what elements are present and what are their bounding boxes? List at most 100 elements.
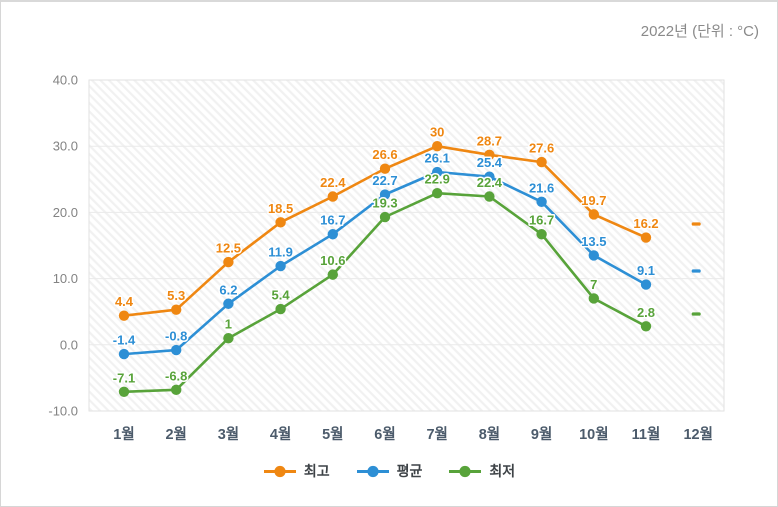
x-axis-label: 2월 bbox=[165, 426, 186, 443]
data-point-최고-9월[interactable] bbox=[536, 156, 547, 168]
data-label: -1.4 bbox=[113, 333, 136, 348]
data-point-평균-4월[interactable] bbox=[275, 260, 286, 272]
data-point-평균-3월[interactable] bbox=[223, 298, 234, 309]
data-label: 7 bbox=[590, 277, 597, 292]
data-point-최저-11월[interactable] bbox=[640, 321, 652, 332]
data-label: 28.7 bbox=[477, 133, 502, 148]
x-axis-label: 10월 bbox=[579, 426, 608, 443]
legend-marker-icon bbox=[356, 465, 389, 477]
data-point-최고-6월[interactable] bbox=[379, 163, 391, 174]
y-axis-label: 40.0 bbox=[53, 73, 78, 88]
chart-legend: 최고 평균 최저 bbox=[1, 461, 777, 481]
data-label: 21.6 bbox=[529, 180, 554, 195]
x-axis-label: 12월 bbox=[683, 426, 712, 443]
data-point-최저-9월[interactable] bbox=[536, 229, 547, 240]
data-label: 22.9 bbox=[425, 172, 450, 187]
plot-area bbox=[89, 80, 724, 411]
missing-value-dash bbox=[691, 312, 701, 316]
x-axis-label: 9월 bbox=[531, 426, 552, 443]
data-point-평균-8월[interactable] bbox=[484, 171, 495, 182]
x-axis-label: 1월 bbox=[113, 426, 134, 443]
x-axis-label: 7월 bbox=[426, 426, 447, 443]
missing-value-dash bbox=[691, 222, 701, 226]
y-axis-label: 20.0 bbox=[53, 205, 78, 220]
legend-label: 최저 bbox=[489, 463, 516, 479]
data-label: 6.2 bbox=[219, 282, 237, 297]
data-label: 4.4 bbox=[115, 294, 134, 309]
y-axis-label: 30.0 bbox=[53, 139, 78, 154]
x-axis-label: 11월 bbox=[632, 426, 661, 443]
x-axis-label: 5월 bbox=[322, 426, 343, 443]
data-point-최고-3월[interactable] bbox=[223, 256, 234, 268]
data-label: 25.4 bbox=[477, 155, 503, 170]
data-point-최고-2월[interactable] bbox=[171, 304, 182, 315]
legend-marker-icon bbox=[263, 465, 296, 477]
x-axis-label: 8월 bbox=[479, 426, 500, 443]
data-point-최고-10월[interactable] bbox=[588, 209, 599, 220]
data-label: 2.8 bbox=[637, 305, 655, 320]
legend-marker-icon bbox=[449, 465, 482, 477]
data-point-평균-1월[interactable] bbox=[118, 348, 130, 360]
chart-title: 2022년 (단위 : °C) bbox=[640, 23, 759, 40]
data-label: 5.4 bbox=[272, 288, 291, 303]
data-label: -7.1 bbox=[113, 370, 135, 385]
data-point-최저-8월[interactable] bbox=[484, 191, 495, 202]
data-point-평균-9월[interactable] bbox=[536, 196, 547, 208]
x-axis-label: 4월 bbox=[270, 426, 291, 443]
data-point-최저-3월[interactable] bbox=[223, 332, 234, 344]
data-label: 13.5 bbox=[581, 234, 606, 249]
data-label: 18.5 bbox=[268, 201, 293, 216]
data-point-최고-1월[interactable] bbox=[118, 310, 130, 321]
data-point-평균-11월[interactable] bbox=[640, 279, 652, 290]
data-point-평균-2월[interactable] bbox=[171, 344, 182, 356]
data-label: 22.4 bbox=[477, 175, 503, 190]
data-point-최저-7월[interactable] bbox=[432, 188, 443, 199]
data-label: 10.6 bbox=[320, 253, 345, 268]
y-axis-label: 10.0 bbox=[53, 271, 78, 286]
data-point-최고-8월[interactable] bbox=[484, 149, 495, 161]
data-label: 1 bbox=[225, 317, 232, 332]
data-label: 22.4 bbox=[320, 175, 346, 190]
data-point-최고-4월[interactable] bbox=[275, 217, 286, 228]
data-label: 12.5 bbox=[216, 241, 241, 256]
data-label: 27.6 bbox=[529, 141, 554, 156]
data-point-평균-7월[interactable] bbox=[432, 166, 443, 178]
data-label: 22.7 bbox=[372, 173, 397, 188]
data-point-최저-4월[interactable] bbox=[275, 303, 286, 315]
data-label: 30 bbox=[430, 125, 444, 140]
x-axis-label: 6월 bbox=[374, 426, 395, 443]
data-label: 9.1 bbox=[637, 263, 655, 278]
data-label: 19.7 bbox=[581, 193, 606, 208]
temperature-line-chart: 40.0 30.0 20.0 10.0 0.0 -10.0 1월 2월 3월 4월 5월 6월 7월 8월… bbox=[48, 73, 725, 443]
data-label: 5.3 bbox=[167, 288, 185, 303]
data-point-평균-5월[interactable] bbox=[327, 229, 338, 240]
missing-value-dash bbox=[691, 269, 701, 273]
data-label: 26.6 bbox=[372, 147, 397, 162]
data-point-평균-10월[interactable] bbox=[588, 250, 599, 261]
y-axis-label: -10.0 bbox=[48, 404, 78, 419]
data-label: 16.2 bbox=[633, 216, 658, 231]
data-label: 26.1 bbox=[425, 151, 450, 166]
y-axis-label: 0.0 bbox=[60, 337, 78, 352]
data-point-최저-10월[interactable] bbox=[588, 293, 599, 304]
legend-label: 최고 bbox=[303, 463, 330, 479]
legend-item-평균[interactable]: 평균 bbox=[356, 461, 423, 481]
legend-item-최저[interactable]: 최저 bbox=[448, 461, 515, 481]
data-label: 16.7 bbox=[320, 213, 345, 228]
data-point-최고-7월[interactable] bbox=[432, 141, 443, 152]
legend-label: 평균 bbox=[396, 463, 423, 479]
data-point-최고-5월[interactable] bbox=[327, 191, 338, 202]
data-point-평균-6월[interactable] bbox=[379, 189, 391, 200]
data-point-최고-11월[interactable] bbox=[640, 232, 652, 243]
legend-item-최고[interactable]: 최고 bbox=[263, 461, 330, 481]
data-point-최저-2월[interactable] bbox=[171, 384, 182, 396]
x-axis-label: 3월 bbox=[218, 426, 239, 443]
data-point-최저-6월[interactable] bbox=[379, 211, 391, 223]
data-point-최저-1월[interactable] bbox=[118, 386, 130, 398]
plot-border bbox=[88, 79, 725, 412]
data-label: -6.8 bbox=[165, 368, 187, 383]
data-point-최저-5월[interactable] bbox=[327, 269, 338, 280]
data-label: -0.8 bbox=[165, 329, 187, 344]
data-label: 16.7 bbox=[529, 213, 554, 228]
